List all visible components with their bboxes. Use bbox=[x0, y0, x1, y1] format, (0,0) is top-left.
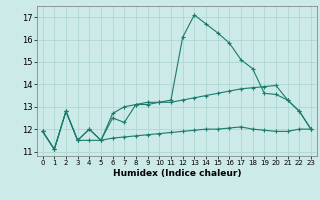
X-axis label: Humidex (Indice chaleur): Humidex (Indice chaleur) bbox=[113, 169, 241, 178]
